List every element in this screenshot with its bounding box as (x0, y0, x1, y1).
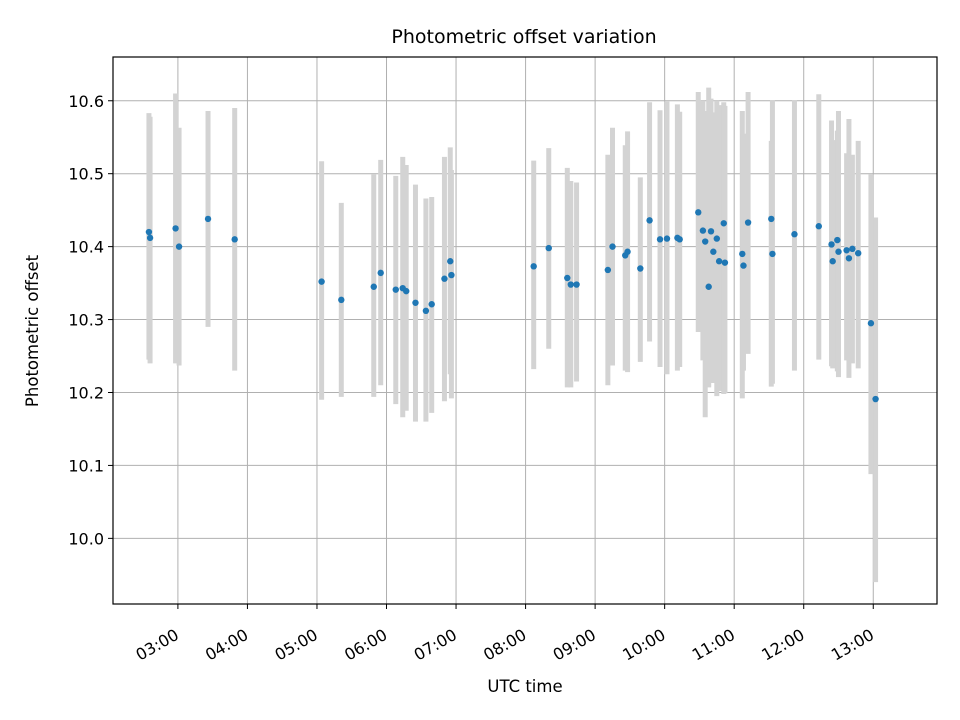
data-point (564, 274, 571, 282)
data-point (530, 263, 537, 270)
data-point (849, 245, 856, 253)
y-tick-label: 10.2 (68, 383, 104, 402)
x-tick-label: 13:00 (828, 625, 877, 665)
error-bars (146, 87, 879, 583)
data-points (145, 209, 879, 403)
x-tick-label: 12:00 (758, 625, 807, 665)
data-point (867, 320, 875, 327)
data-point (609, 243, 616, 250)
data-point (646, 217, 653, 224)
y-tick-label: 10.5 (68, 165, 104, 184)
data-point (699, 227, 707, 234)
y-tick-label: 10.0 (68, 529, 104, 548)
data-point (744, 219, 752, 226)
data-point (545, 244, 552, 252)
data-point (791, 231, 798, 238)
data-point (815, 223, 822, 230)
data-point (845, 255, 853, 262)
data-point (854, 249, 862, 257)
data-point (403, 287, 410, 295)
grid-lines (113, 57, 937, 604)
y-tick-label: 10.4 (68, 238, 104, 257)
data-point (720, 220, 727, 227)
data-point (637, 265, 644, 272)
plot-frame (112, 56, 938, 605)
x-axis-ticks: 03:00 04:00 05:00 06:00 07:00 08:00 09:00 10:00… (132, 604, 877, 665)
data-point (705, 283, 712, 290)
data-point (695, 209, 702, 216)
x-tick-label: 05:00 (272, 625, 321, 665)
x-tick-label: 06:00 (341, 625, 390, 665)
x-tick-label: 08:00 (480, 625, 529, 665)
data-point (707, 228, 715, 235)
x-tick-label: 03:00 (132, 625, 181, 665)
y-tick-label: 10.6 (68, 92, 104, 111)
data-point (624, 248, 631, 255)
data-point (834, 236, 841, 244)
data-point (412, 299, 419, 306)
data-point (740, 262, 747, 269)
y-axis-ticks: 10.0 10.1 10.2 10.3 10.4 10.5 10.6 (68, 92, 113, 548)
data-point (172, 225, 179, 232)
x-tick-label: 10:00 (619, 625, 668, 665)
data-point (370, 283, 377, 290)
x-tick-label: 07:00 (411, 625, 460, 665)
data-point (231, 236, 238, 243)
y-tick-label: 10.1 (68, 456, 104, 475)
data-point (377, 269, 384, 277)
data-point (710, 248, 717, 255)
data-point (392, 286, 399, 293)
data-point (702, 238, 709, 245)
data-point (663, 235, 671, 242)
data-point (338, 296, 345, 304)
data-point (656, 236, 664, 243)
data-point (567, 281, 574, 288)
x-axis-title: UTC time (487, 677, 562, 696)
data-point (872, 395, 879, 403)
y-axis-title: Photometric offset (23, 254, 42, 407)
data-point (604, 266, 612, 274)
data-point (739, 250, 746, 258)
data-point (828, 241, 835, 248)
chart-title: Photometric offset variation (391, 26, 656, 48)
data-point (422, 307, 430, 315)
x-tick-label: 04:00 (202, 625, 251, 665)
data-point (835, 248, 842, 255)
data-point (448, 271, 455, 279)
data-point (441, 275, 448, 282)
data-point (145, 228, 153, 236)
data-point (204, 215, 212, 223)
data-point (318, 278, 325, 285)
data-point (447, 258, 454, 265)
data-point (713, 235, 721, 242)
data-point (829, 258, 836, 265)
data-point (175, 243, 183, 250)
y-tick-label: 10.3 (68, 311, 104, 330)
data-point (769, 250, 776, 258)
data-point (676, 236, 683, 243)
x-tick-label: 11:00 (689, 625, 738, 665)
data-point (573, 281, 580, 288)
data-point (715, 258, 723, 265)
data-point (721, 259, 729, 266)
data-point (146, 234, 154, 242)
data-point (843, 247, 850, 254)
x-tick-label: 09:00 (550, 625, 599, 665)
data-point (428, 301, 435, 308)
data-point (768, 215, 775, 223)
